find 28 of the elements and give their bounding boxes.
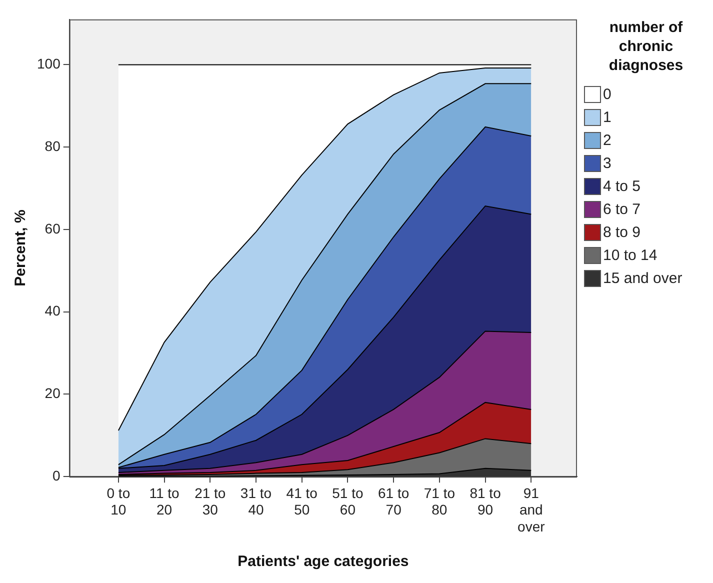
legend-label: 6 to 7 bbox=[603, 201, 641, 218]
y-tick-label: 100 bbox=[37, 56, 61, 72]
y-tick-label: 60 bbox=[44, 220, 61, 236]
legend-title: number of chronic diagnoses bbox=[608, 18, 684, 75]
x-tick-label: 61 to 70 bbox=[378, 484, 410, 518]
y-tick-label: 40 bbox=[44, 302, 61, 319]
legend-label: 15 and over bbox=[603, 270, 682, 287]
x-tick-label: 41 to 50 bbox=[286, 484, 318, 518]
y-tick-label: 20 bbox=[44, 385, 61, 402]
y-tick-label: 80 bbox=[44, 138, 61, 154]
x-tick-label: 71 to 80 bbox=[424, 484, 456, 518]
x-tick-label: 0 to 10 bbox=[106, 484, 130, 518]
x-tick-label: 31 to 40 bbox=[240, 484, 272, 518]
x-tick-label: 51 to 60 bbox=[332, 484, 364, 518]
x-axis-title: Patients' age categories bbox=[238, 553, 409, 570]
x-tick-label: 21 to 30 bbox=[194, 484, 226, 518]
y-axis-title: Percent, % bbox=[12, 210, 30, 286]
text: 0 bbox=[603, 86, 612, 103]
x-tick-label: 81 to 90 bbox=[470, 484, 502, 518]
legend-label: 10 to 14 bbox=[603, 247, 658, 264]
y-tick-label: 0 bbox=[52, 467, 61, 484]
legend-label: 3 bbox=[603, 155, 612, 172]
x-tick-label: 91 and over bbox=[518, 484, 546, 534]
x-tick-label: 11 to 20 bbox=[149, 484, 180, 518]
legend-label: 1 bbox=[603, 109, 612, 126]
legend-label: 2 bbox=[603, 132, 612, 149]
legend-label: 4 to 5 bbox=[603, 178, 641, 195]
legend-label: 8 to 9 bbox=[603, 224, 641, 241]
